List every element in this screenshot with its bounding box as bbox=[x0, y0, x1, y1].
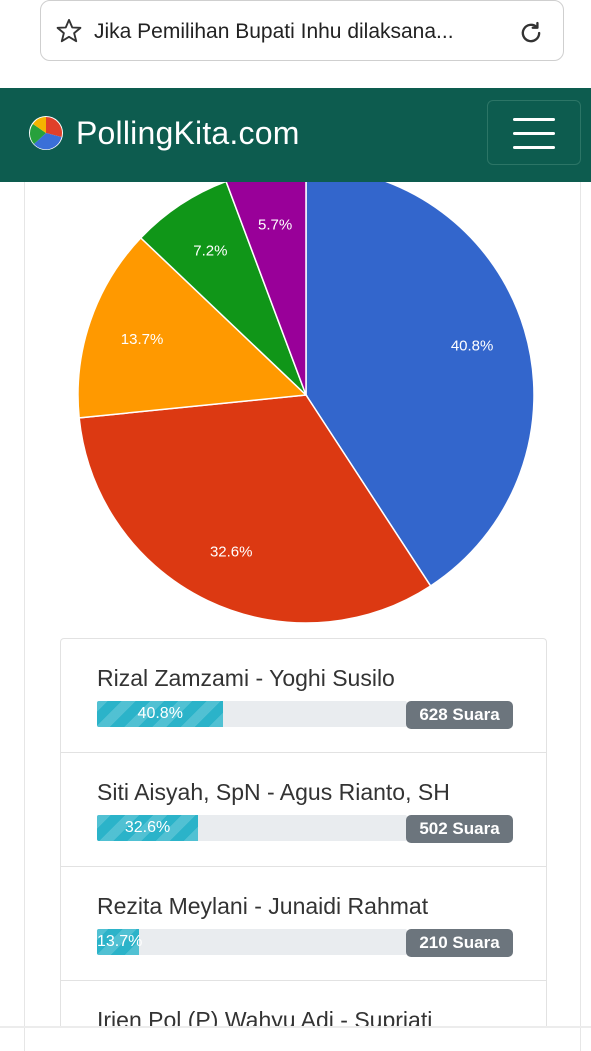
vote-count-badge: 502 Suara bbox=[406, 815, 513, 843]
pie-slice[interactable] bbox=[77, 236, 308, 419]
pie-slice-label: 7.2% bbox=[193, 242, 227, 259]
candidate-name: Siti Aisyah, SpN - Agus Rianto, SH bbox=[97, 779, 450, 805]
menu-button[interactable] bbox=[487, 100, 581, 165]
pie-slice-label: 32.6% bbox=[210, 543, 253, 560]
address-bar[interactable]: Jika Pemilihan Bupati Inhu dilaksana... bbox=[40, 0, 564, 61]
candidate-name: Rizal Zamzami - Yoghi Susilo bbox=[97, 665, 395, 691]
pie-logo-icon[interactable] bbox=[28, 115, 64, 151]
results-list: Rizal Zamzami - Yoghi Susilo 40.8% 628 S… bbox=[60, 638, 547, 1028]
progress-fill: 40.8% bbox=[97, 701, 224, 727]
hamburger-icon bbox=[513, 118, 555, 121]
pie-slice[interactable] bbox=[305, 182, 535, 587]
progress-fill: 13.7% bbox=[97, 929, 142, 955]
pie-slice[interactable] bbox=[139, 182, 307, 396]
pie-chart: 40.8% 32.6% 13.7% 7.2% 5.7% bbox=[0, 182, 591, 632]
candidate-name: Rezita Meylani - Junaidi Rahmat bbox=[97, 893, 429, 919]
progress-fill: 32.6% bbox=[97, 815, 199, 841]
pie-slice-label: 5.7% bbox=[258, 216, 292, 233]
result-item: Rezita Meylani - Junaidi Rahmat 13.7% 21… bbox=[61, 867, 546, 981]
page-tab-title: Jika Pemilihan Bupati Inhu dilaksana... bbox=[94, 20, 454, 43]
app-header: PollingKita.com bbox=[0, 88, 591, 182]
vote-count-badge: 628 Suara bbox=[406, 701, 513, 729]
progress-bar: 32.6% bbox=[97, 815, 407, 841]
progress-bar: 40.8% bbox=[97, 701, 407, 727]
pie-slice-label: 13.7% bbox=[121, 331, 164, 348]
pie-slice[interactable] bbox=[78, 394, 432, 624]
brand-name[interactable]: PollingKita.com bbox=[76, 115, 300, 151]
reload-icon[interactable] bbox=[517, 19, 545, 47]
browser-bar: Jika Pemilihan Bupati Inhu dilaksana... bbox=[0, 0, 591, 88]
star-icon[interactable] bbox=[55, 17, 83, 45]
pie-slice-label: 40.8% bbox=[451, 338, 494, 355]
bottom-divider bbox=[0, 1026, 591, 1028]
result-item: Irjen Pol (P) Wahyu Adi - Supriati bbox=[61, 981, 546, 1028]
pie-chart-svg: 40.8% 32.6% 13.7% 7.2% 5.7% bbox=[77, 182, 535, 624]
progress-bar: 13.7% bbox=[97, 929, 407, 955]
result-item: Siti Aisyah, SpN - Agus Rianto, SH 32.6%… bbox=[61, 753, 546, 867]
pie-slice[interactable] bbox=[225, 182, 307, 396]
candidate-name: Irjen Pol (P) Wahyu Adi - Supriati bbox=[97, 1007, 433, 1028]
result-item: Rizal Zamzami - Yoghi Susilo 40.8% 628 S… bbox=[61, 639, 546, 753]
vote-count-badge: 210 Suara bbox=[406, 929, 513, 957]
